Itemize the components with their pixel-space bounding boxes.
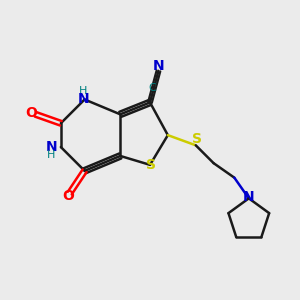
Text: H: H <box>79 86 87 96</box>
Text: C: C <box>148 83 156 93</box>
Text: O: O <box>25 106 37 120</box>
Text: N: N <box>46 140 57 154</box>
Text: O: O <box>62 189 74 203</box>
Text: S: S <box>192 132 202 146</box>
Text: N: N <box>243 190 255 204</box>
Text: N: N <box>77 92 89 106</box>
Text: H: H <box>47 150 56 161</box>
Text: S: S <box>146 158 157 172</box>
Text: N: N <box>153 59 164 74</box>
